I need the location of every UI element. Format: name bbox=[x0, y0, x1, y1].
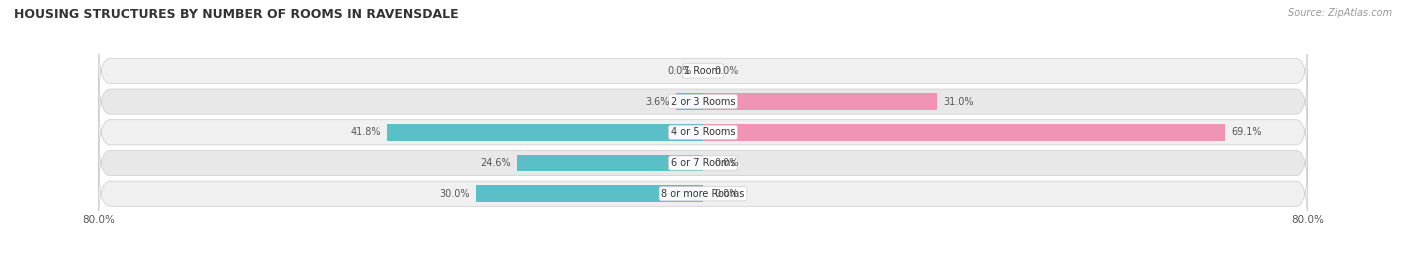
FancyBboxPatch shape bbox=[98, 130, 1308, 197]
Bar bbox=[477, 185, 703, 202]
Text: 41.8%: 41.8% bbox=[350, 127, 381, 137]
Text: 0.0%: 0.0% bbox=[714, 189, 738, 199]
Text: 30.0%: 30.0% bbox=[440, 189, 470, 199]
Bar bbox=[703, 93, 938, 110]
Bar bbox=[703, 124, 1225, 141]
Text: Source: ZipAtlas.com: Source: ZipAtlas.com bbox=[1288, 8, 1392, 18]
Bar bbox=[676, 93, 703, 110]
Text: 0.0%: 0.0% bbox=[668, 66, 692, 76]
FancyBboxPatch shape bbox=[98, 160, 1308, 227]
Bar bbox=[517, 154, 703, 171]
FancyBboxPatch shape bbox=[98, 99, 1308, 166]
Text: 6 or 7 Rooms: 6 or 7 Rooms bbox=[671, 158, 735, 168]
Bar bbox=[387, 124, 703, 141]
Text: 24.6%: 24.6% bbox=[481, 158, 510, 168]
Text: 4 or 5 Rooms: 4 or 5 Rooms bbox=[671, 127, 735, 137]
Text: 8 or more Rooms: 8 or more Rooms bbox=[661, 189, 745, 199]
Text: HOUSING STRUCTURES BY NUMBER OF ROOMS IN RAVENSDALE: HOUSING STRUCTURES BY NUMBER OF ROOMS IN… bbox=[14, 8, 458, 21]
Text: 69.1%: 69.1% bbox=[1232, 127, 1261, 137]
Text: 0.0%: 0.0% bbox=[714, 66, 738, 76]
Text: 0.0%: 0.0% bbox=[714, 158, 738, 168]
Text: 3.6%: 3.6% bbox=[645, 97, 669, 107]
Text: 1 Room: 1 Room bbox=[685, 66, 721, 76]
FancyBboxPatch shape bbox=[98, 68, 1308, 135]
Legend: Owner-occupied, Renter-occupied: Owner-occupied, Renter-occupied bbox=[593, 268, 813, 270]
Text: 31.0%: 31.0% bbox=[943, 97, 974, 107]
Text: 2 or 3 Rooms: 2 or 3 Rooms bbox=[671, 97, 735, 107]
FancyBboxPatch shape bbox=[98, 38, 1308, 104]
